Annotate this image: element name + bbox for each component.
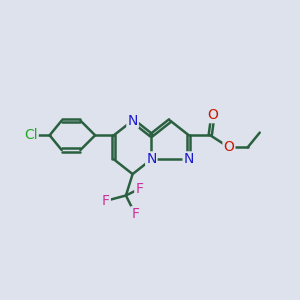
Text: N: N	[184, 152, 194, 167]
Text: F: F	[131, 207, 139, 221]
Text: N: N	[128, 114, 138, 128]
Text: F: F	[102, 194, 110, 208]
Text: N: N	[146, 152, 157, 167]
Text: Cl: Cl	[24, 128, 38, 142]
Text: O: O	[224, 140, 234, 154]
Text: O: O	[208, 108, 218, 122]
Text: F: F	[135, 182, 143, 196]
